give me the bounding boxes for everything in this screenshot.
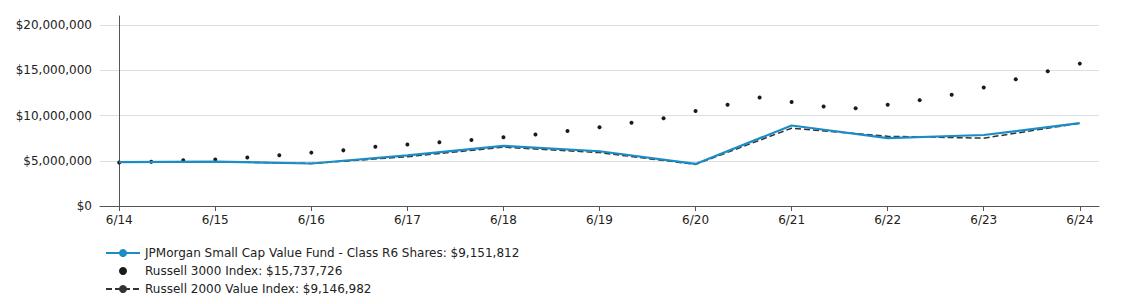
svg-text:6/23: 6/23 [970,213,997,227]
svg-text:6/19: 6/19 [586,213,613,227]
svg-text:6/17: 6/17 [394,213,421,227]
svg-text:6/20: 6/20 [682,213,709,227]
svg-text:$10,000,000: $10,000,000 [16,109,92,123]
svg-text:Russell 2000 Value Index: $9,1: Russell 2000 Value Index: $9,146,982 [145,282,372,296]
svg-text:$15,000,000: $15,000,000 [16,63,92,77]
svg-text:6/14: 6/14 [106,213,133,227]
svg-text:6/16: 6/16 [298,213,325,227]
svg-text:$20,000,000: $20,000,000 [16,18,92,32]
svg-text:6/18: 6/18 [490,213,517,227]
svg-text:Russell 3000 Index: $15,737,72: Russell 3000 Index: $15,737,726 [145,264,342,278]
svg-text:$0: $0 [77,199,92,213]
svg-text:6/15: 6/15 [202,213,229,227]
svg-text:6/24: 6/24 [1066,213,1093,227]
svg-text:JPMorgan Small Cap Value Fund: JPMorgan Small Cap Value Fund - Class R6… [144,246,519,260]
svg-text:6/22: 6/22 [874,213,901,227]
svg-text:6/21: 6/21 [778,213,805,227]
svg-text:$5,000,000: $5,000,000 [23,154,92,168]
